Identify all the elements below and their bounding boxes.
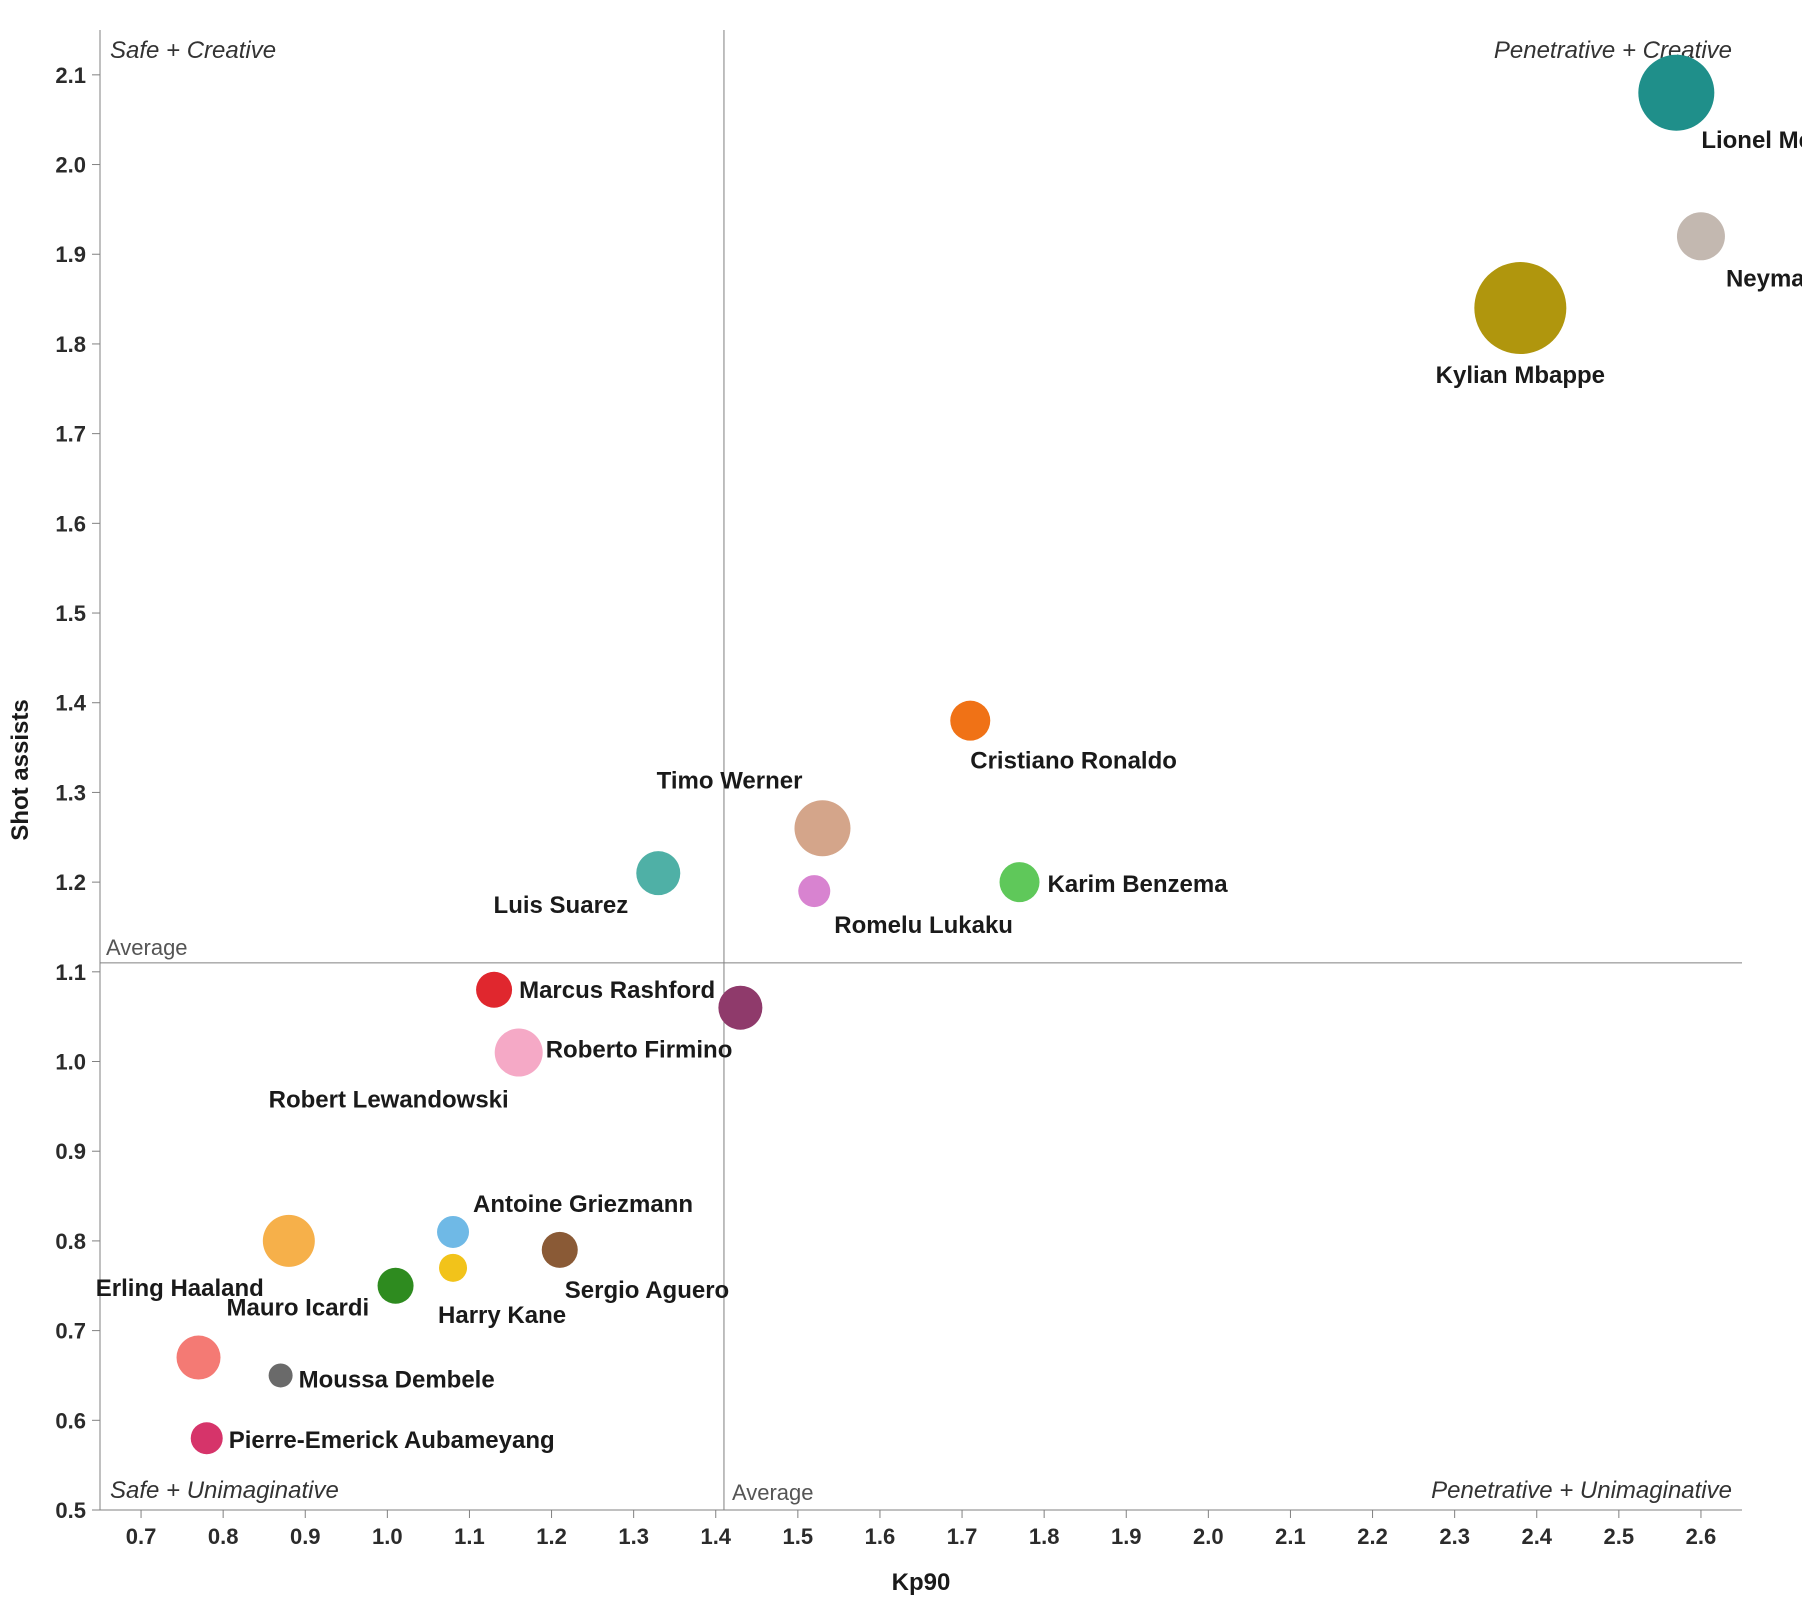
- x-tick-label: 2.4: [1521, 1524, 1552, 1549]
- data-point-label: Moussa Dembele: [299, 1366, 495, 1393]
- data-point: [495, 1029, 543, 1077]
- y-tick-label: 1.9: [55, 242, 86, 267]
- x-tick-label: 2.3: [1439, 1524, 1470, 1549]
- data-point: [177, 1336, 221, 1380]
- quadrant-label-br: Penetrative + Unimaginative: [1431, 1477, 1732, 1504]
- y-tick-label: 0.5: [55, 1498, 86, 1523]
- data-point-label: Roberto Firmino: [546, 1037, 733, 1064]
- x-tick-label: 0.8: [208, 1524, 239, 1549]
- x-tick-label: 0.7: [126, 1524, 157, 1549]
- data-point: [269, 1363, 293, 1387]
- x-tick-label: 1.3: [618, 1524, 649, 1549]
- average-label-x: Average: [732, 1480, 814, 1505]
- data-point: [798, 875, 830, 907]
- data-point: [794, 800, 850, 856]
- y-tick-label: 0.8: [55, 1229, 86, 1254]
- scatter-chart: 0.7 0.8 0.9 1.0 1.1 1.2 1.3 1.4 1.5 1.6 1.7 1.8 1.9 2…: [0, 0, 1802, 1620]
- x-tick-label: 1.7: [947, 1524, 978, 1549]
- data-point: [950, 701, 990, 741]
- data-point-label: Cristiano Ronaldo: [970, 748, 1177, 775]
- x-tick-label: 0.9: [290, 1524, 321, 1549]
- data-point: [191, 1422, 223, 1454]
- x-tick-label: 1.0: [372, 1524, 403, 1549]
- x-tick-label: 2.2: [1357, 1524, 1388, 1549]
- data-point: [1000, 862, 1040, 902]
- x-tick-label: 1.9: [1111, 1524, 1142, 1549]
- y-tick-label: 1.3: [55, 780, 86, 805]
- x-tick-label: 2.1: [1275, 1524, 1306, 1549]
- data-point-label: Robert Lewandowski: [269, 1087, 509, 1114]
- data-point: [636, 851, 680, 895]
- y-tick-label: 1.7: [55, 422, 86, 447]
- y-tick-label: 0.9: [55, 1139, 86, 1164]
- x-tick-label: 1.2: [536, 1524, 567, 1549]
- data-point: [718, 986, 762, 1030]
- y-tick-label: 1.8: [55, 332, 86, 357]
- data-point-label: Kylian Mbappe: [1436, 362, 1605, 389]
- data-point: [1638, 55, 1714, 131]
- y-tick-label: 2.0: [55, 153, 86, 178]
- x-tick-label: 2.5: [1604, 1524, 1635, 1549]
- x-tick-label: 1.4: [700, 1524, 731, 1549]
- x-tick-label: 2.6: [1686, 1524, 1717, 1549]
- x-tick-label: 1.6: [865, 1524, 896, 1549]
- x-tick-label: 1.1: [454, 1524, 485, 1549]
- data-point-label: Romelu Lukaku: [834, 912, 1013, 939]
- quadrant-label-tr: Penetrative + Creative: [1494, 37, 1732, 64]
- y-tick-label: 1.4: [55, 691, 86, 716]
- data-point: [476, 972, 512, 1008]
- data-point-label: Karim Benzema: [1048, 871, 1229, 898]
- data-point: [378, 1268, 414, 1304]
- data-point: [1677, 212, 1725, 260]
- average-label-y: Average: [106, 935, 188, 960]
- quadrant-label-tl: Safe + Creative: [110, 37, 276, 64]
- x-axis-title: Kp90: [892, 1569, 951, 1596]
- data-point-label: Marcus Rashford: [519, 977, 715, 1004]
- data-point: [542, 1232, 578, 1268]
- y-tick-label: 1.1: [55, 960, 86, 985]
- data-point-label: Harry Kane: [438, 1302, 566, 1329]
- x-tick-label: 1.8: [1029, 1524, 1060, 1549]
- data-point-label: Mauro Icardi: [227, 1295, 370, 1322]
- data-point-label: Luis Suarez: [494, 892, 629, 919]
- y-tick-label: 0.6: [55, 1408, 86, 1433]
- data-point: [439, 1254, 467, 1282]
- quadrant-label-bl: Safe + Unimaginative: [110, 1477, 339, 1504]
- y-tick-label: 2.1: [55, 63, 86, 88]
- data-point-label: Lionel Messi: [1701, 127, 1802, 154]
- chart-svg: 0.7 0.8 0.9 1.0 1.1 1.2 1.3 1.4 1.5 1.6 1.7 1.8 1.9 2…: [0, 0, 1802, 1620]
- x-tick-label: 1.5: [783, 1524, 814, 1549]
- y-axis-title: Shot assists: [7, 699, 34, 840]
- data-point-label: Neymar: [1726, 265, 1802, 292]
- data-point: [263, 1215, 315, 1267]
- data-point: [437, 1216, 469, 1248]
- data-point-label: Timo Werner: [657, 767, 803, 794]
- y-tick-label: 1.0: [55, 1050, 86, 1075]
- data-point-label: Pierre-Emerick Aubameyang: [229, 1427, 555, 1454]
- data-point-label: Sergio Aguero: [565, 1277, 729, 1304]
- y-tick-label: 1.6: [55, 511, 86, 536]
- y-tick-label: 1.5: [55, 601, 86, 626]
- y-tick-label: 1.2: [55, 870, 86, 895]
- data-point: [1474, 262, 1566, 354]
- y-tick-label: 0.7: [55, 1319, 86, 1344]
- data-point-label: Antoine Griezmann: [473, 1191, 693, 1218]
- x-tick-label: 2.0: [1193, 1524, 1224, 1549]
